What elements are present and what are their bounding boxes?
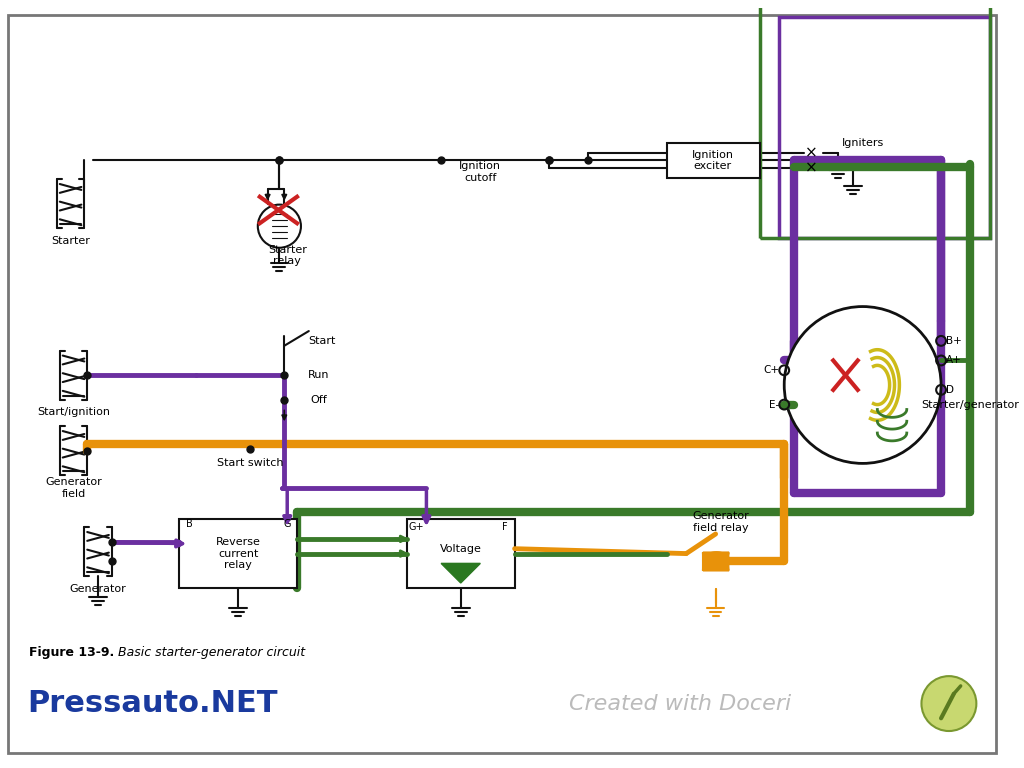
Text: Generator: Generator: [70, 584, 126, 594]
Bar: [667, 143, 760, 178]
Bar: [760, 0, 990, 238]
Text: Start/ignition: Start/ignition: [37, 408, 110, 418]
Polygon shape: [441, 564, 480, 583]
Text: E-: E-: [769, 399, 779, 409]
Text: Run: Run: [308, 370, 330, 380]
Circle shape: [784, 306, 941, 463]
Circle shape: [922, 676, 976, 731]
Text: Created with Doceri: Created with Doceri: [568, 694, 791, 713]
Text: Starter/generator: Starter/generator: [922, 399, 1020, 409]
Text: ×: ×: [805, 161, 818, 176]
Text: C+: C+: [763, 366, 779, 376]
Bar: [779, 18, 990, 238]
Text: Voltage: Voltage: [439, 544, 481, 554]
Text: G: G: [284, 519, 291, 529]
Bar: [179, 519, 297, 588]
Text: Generator
field: Generator field: [45, 477, 102, 498]
Text: B: B: [185, 519, 193, 529]
Text: Reverse
current
relay: Reverse current relay: [216, 537, 261, 570]
Text: A+: A+: [946, 356, 962, 366]
Text: Starter
relay: Starter relay: [268, 245, 306, 266]
Text: ×: ×: [805, 145, 818, 161]
Text: Pressauto.NET: Pressauto.NET: [28, 689, 278, 718]
Text: Basic starter-generator circuit: Basic starter-generator circuit: [114, 646, 305, 659]
Text: Igniters: Igniters: [842, 137, 884, 148]
Text: G+: G+: [409, 522, 424, 532]
Text: Start switch: Start switch: [217, 458, 284, 468]
Text: Ignition
cutoff: Ignition cutoff: [460, 161, 502, 183]
Bar: [407, 519, 515, 588]
Text: Starter: Starter: [51, 236, 90, 246]
Text: Ignition
exciter: Ignition exciter: [691, 150, 733, 171]
Text: Start: Start: [308, 336, 335, 346]
Text: Figure 13-9.: Figure 13-9.: [30, 646, 115, 659]
Text: Generator
field relay: Generator field relay: [692, 511, 749, 533]
Text: Off: Off: [310, 395, 327, 405]
Text: D: D: [946, 385, 954, 395]
Text: F: F: [502, 522, 508, 532]
Text: B+: B+: [946, 336, 962, 346]
